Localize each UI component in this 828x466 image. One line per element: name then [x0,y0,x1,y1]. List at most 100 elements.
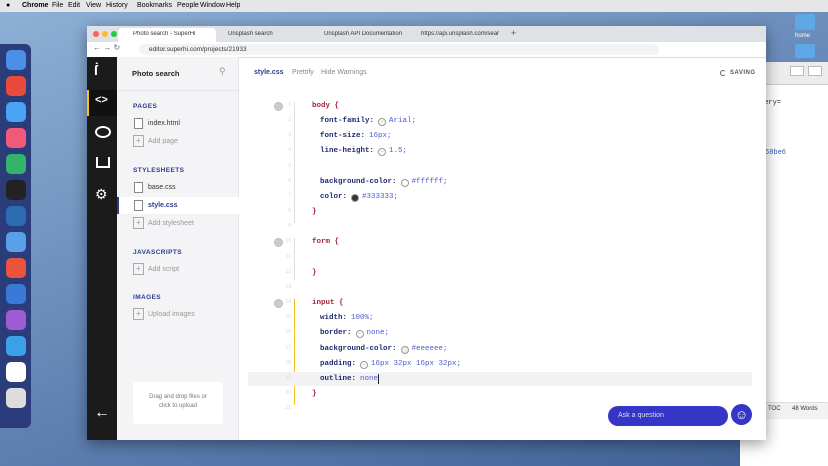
menu-item[interactable]: File [52,2,64,9]
tab-title[interactable]: Photo search - SuperHi [133,31,196,37]
swatch[interactable] [400,178,409,187]
swatch[interactable]: − [355,330,364,339]
add-item[interactable]: Add script [148,266,180,273]
nav-buttons[interactable]: ← → ↻ [93,43,121,52]
file-icon[interactable] [134,182,143,193]
toolbar-button[interactable] [790,66,804,76]
settings-icon[interactable]: ⚙ [95,186,108,202]
code-value: none; [366,329,390,338]
folder-icon[interactable] [795,14,815,30]
file-icon[interactable] [134,118,143,129]
dropzone-text[interactable]: Drag and drop files or click to upload [149,394,207,409]
dock-icon[interactable] [6,284,26,304]
code-selector: form { [312,238,340,247]
fold-marker[interactable] [274,102,283,111]
menu-item[interactable]: History [106,2,128,9]
folder-icon[interactable] [795,44,815,58]
menu-item[interactable]: Help [226,2,241,9]
dock-icon[interactable] [6,180,26,200]
zoom-button[interactable] [111,31,117,37]
line-number: 8 [288,208,291,215]
share-icon[interactable] [96,157,110,168]
code-selector: } [312,390,317,399]
swatch[interactable] [400,345,409,354]
dock-icon[interactable] [6,362,26,382]
search-icon[interactable]: ⚲ [219,66,226,76]
help-button[interactable] [608,406,728,426]
swatch[interactable]: − [360,360,368,369]
file-name[interactable]: base.css [148,184,176,191]
dock-icon[interactable] [6,128,26,148]
add-icon[interactable]: + [133,217,144,229]
dropzone[interactable] [133,382,223,424]
dock-icon[interactable] [6,76,26,96]
swatch[interactable] [351,193,359,202]
file-name[interactable]: index.html [148,120,180,127]
help-label[interactable]: Ask a question [618,412,664,419]
code-property: color: [320,192,348,201]
add-icon[interactable]: + [133,263,144,275]
toolbar-button[interactable] [808,66,822,76]
fold-marker[interactable] [274,238,283,248]
close-button[interactable] [93,31,99,37]
dock-icon[interactable] [6,50,26,70]
menu-item[interactable]: Window [200,2,225,9]
dock-icon[interactable] [6,102,26,122]
file-icon[interactable] [134,200,143,211]
code-property: background-color: [320,344,397,353]
menu-item[interactable]: People [177,2,199,9]
folder-label[interactable]: home [795,33,811,39]
editor-action[interactable]: Hide Warnings [321,69,367,76]
dock-icon[interactable] [6,336,26,356]
swatch[interactable]: − [378,148,386,157]
file-name[interactable]: style.css [148,202,178,209]
tab-strip [87,26,766,42]
preview-icon[interactable] [95,126,111,138]
dock-icon[interactable] [6,388,26,408]
tab-title[interactable]: https://api.unsplash.com/sear... [421,31,499,37]
active-file[interactable] [117,197,240,214]
swatch[interactable]: − [378,118,386,127]
tab-title[interactable]: Unsplash search [228,31,273,37]
add-icon[interactable]: + [133,308,144,320]
line-number: 19 [285,374,291,381]
add-icon[interactable]: + [133,135,144,147]
fold-marker[interactable] [274,299,283,309]
logo[interactable]: ẛ [94,62,98,78]
line-number: 3 [288,132,291,139]
url[interactable]: editor.superhi.com/projects/21933 [149,46,247,53]
tab[interactable] [118,28,216,42]
menu-item[interactable]: Edit [68,2,81,9]
menu-item[interactable]: Bookmarks [137,2,173,9]
line-number: 7 [288,192,291,199]
save-status: SAVING [730,70,756,76]
editor-action[interactable]: Prettify [292,69,314,76]
code-value: #333333; [362,192,399,201]
dock-icon[interactable] [6,310,26,330]
line-number: 11 [285,253,291,260]
menu-item[interactable]: View [86,2,102,9]
spinner [720,70,726,76]
dock-icon[interactable] [6,258,26,278]
minimize-button[interactable] [102,31,108,37]
add-item[interactable]: Add stylesheet [148,220,194,227]
menu-app[interactable]: Chrome [22,2,49,9]
back-icon[interactable]: ← [94,404,110,421]
text-snippet: uery= [760,99,782,107]
code-icon[interactable]: <> [95,94,108,106]
add-item[interactable]: Add page [148,138,178,145]
dock-icon[interactable] [6,206,26,226]
dock-icon[interactable] [6,154,26,174]
url-field[interactable] [139,44,659,55]
new-tab[interactable]: + [511,28,517,38]
tab-title[interactable]: Unsplash API Documentation | ... [324,31,402,37]
status-item[interactable]: TOC [768,406,781,412]
dock-icon[interactable] [6,232,26,252]
editor-file[interactable]: style.css [254,69,284,76]
add-item[interactable]: Upload images [148,311,195,318]
apple-icon[interactable]: ● [6,2,11,9]
status-item[interactable]: 48 Words [792,406,818,412]
code-property: font-family: [320,117,375,126]
chat-icon[interactable]: ☺ [731,404,752,425]
code-tab-icon[interactable] [87,90,119,116]
